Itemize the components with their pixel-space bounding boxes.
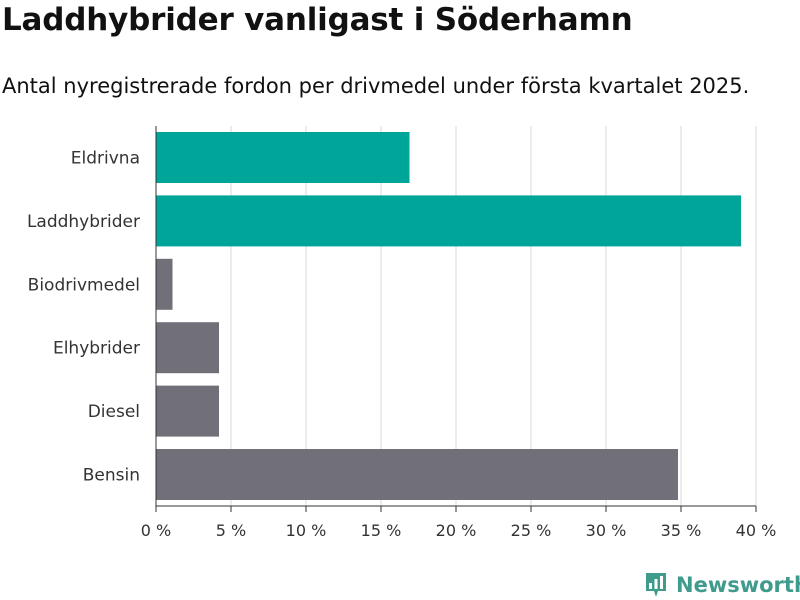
x-tick-label: 20 % xyxy=(436,521,477,540)
newsworthy-logo: Newsworthy xyxy=(644,570,800,600)
tick-labels: 0 % 5 % 10 % 15 % 20 % 25 % 30 % 35 % 40 % xyxy=(141,521,777,540)
category-label: Laddhybrider xyxy=(27,212,140,232)
x-tick-label: 0 % xyxy=(141,521,171,540)
x-tick-label: 15 % xyxy=(361,521,402,540)
bar xyxy=(156,322,219,374)
x-tick-label: 5 % xyxy=(216,521,246,540)
category-label: Elhybrider xyxy=(53,339,140,359)
bar-chart: Eldrivna Laddhybrider Biodrivmedel Elhybrid… xyxy=(27,126,777,540)
axes xyxy=(155,126,757,512)
bar xyxy=(156,195,741,247)
category-label: Biodrivmedel xyxy=(28,275,140,295)
x-tick-label: 35 % xyxy=(661,521,702,540)
category-label: Bensin xyxy=(83,466,140,486)
category-label: Eldrivna xyxy=(71,149,140,169)
bar xyxy=(156,132,410,183)
category-label: Diesel xyxy=(88,402,140,422)
bar xyxy=(156,385,219,437)
bars xyxy=(156,132,741,500)
bar xyxy=(156,449,678,500)
newsworthy-logo-icon xyxy=(646,573,666,597)
x-tick-label: 30 % xyxy=(586,521,627,540)
bar xyxy=(156,258,173,310)
x-tick-label: 40 % xyxy=(736,521,777,540)
x-tick-label: 25 % xyxy=(511,521,552,540)
x-tick-label: 10 % xyxy=(286,521,327,540)
chart-subtitle: Antal nyregistrerade fordon per drivmede… xyxy=(2,74,750,98)
grid-lines xyxy=(230,126,757,506)
brand-name: Newsworthy xyxy=(676,573,800,597)
chart-title: Laddhybrider vanligast i Söderhamn xyxy=(2,2,633,38)
category-labels: Eldrivna Laddhybrider Biodrivmedel Elhybrid… xyxy=(27,149,140,486)
